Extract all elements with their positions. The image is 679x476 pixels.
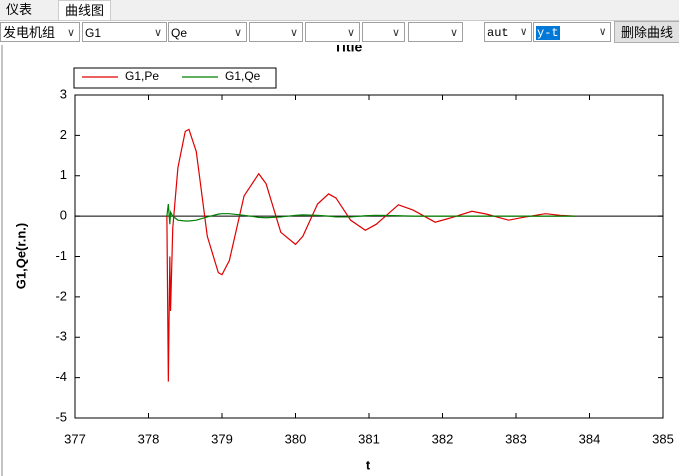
legend-label: G1,Qe [225, 69, 261, 83]
x-tick-label: 385 [652, 431, 674, 446]
selected-text: y-t [536, 26, 560, 40]
y-tick-label: 3 [60, 86, 67, 101]
dropdown[interactable]: 发电机组 [0, 22, 80, 42]
toolbar: 发电机组 G1 Qe aut y-t 删除曲线 [0, 21, 679, 45]
x-tick-label: 383 [505, 431, 527, 446]
x-axis-label: t [366, 457, 371, 472]
plot-frame [74, 94, 664, 419]
x-tick-label: 377 [64, 431, 86, 446]
dropdown[interactable] [305, 22, 360, 42]
dropdown[interactable] [249, 22, 303, 42]
x-tick-label: 379 [211, 431, 233, 446]
y-tick-label: -5 [55, 409, 67, 424]
x-tick-label: 378 [138, 431, 160, 446]
x-tick-label: 380 [285, 431, 307, 446]
y-tick-label: 1 [60, 167, 67, 182]
x-tick-label: 384 [579, 431, 601, 446]
y-axis-label: G1,Qe(r.n.) [13, 223, 28, 289]
tab-bar: 仪表 曲线图 [0, 0, 679, 21]
y-tick-label: -4 [55, 369, 67, 384]
y-tick-label: 0 [60, 208, 67, 223]
y-tick-label: -3 [55, 329, 67, 344]
legend-label: G1,Pe [125, 69, 159, 83]
dropdown[interactable]: aut [484, 22, 532, 42]
y-tick-label: 2 [60, 127, 67, 142]
dropdown[interactable]: Qe [168, 22, 247, 42]
series-line [166, 203, 575, 225]
legend [73, 67, 277, 89]
x-tick-label: 382 [432, 431, 454, 446]
button[interactable]: 删除曲线 [614, 21, 679, 43]
tab-selected[interactable]: 曲线图 [58, 0, 112, 20]
series-line [166, 128, 575, 382]
dropdown[interactable]: G1 [82, 22, 167, 42]
dropdown[interactable] [362, 22, 405, 42]
dropdown[interactable]: y-t [533, 22, 611, 42]
y-tick-label: -1 [55, 248, 67, 263]
y-tick-label: -2 [55, 288, 67, 303]
x-tick-label: 381 [358, 431, 380, 446]
dropdown[interactable] [408, 22, 463, 42]
tab[interactable]: 仪表 [6, 2, 33, 17]
